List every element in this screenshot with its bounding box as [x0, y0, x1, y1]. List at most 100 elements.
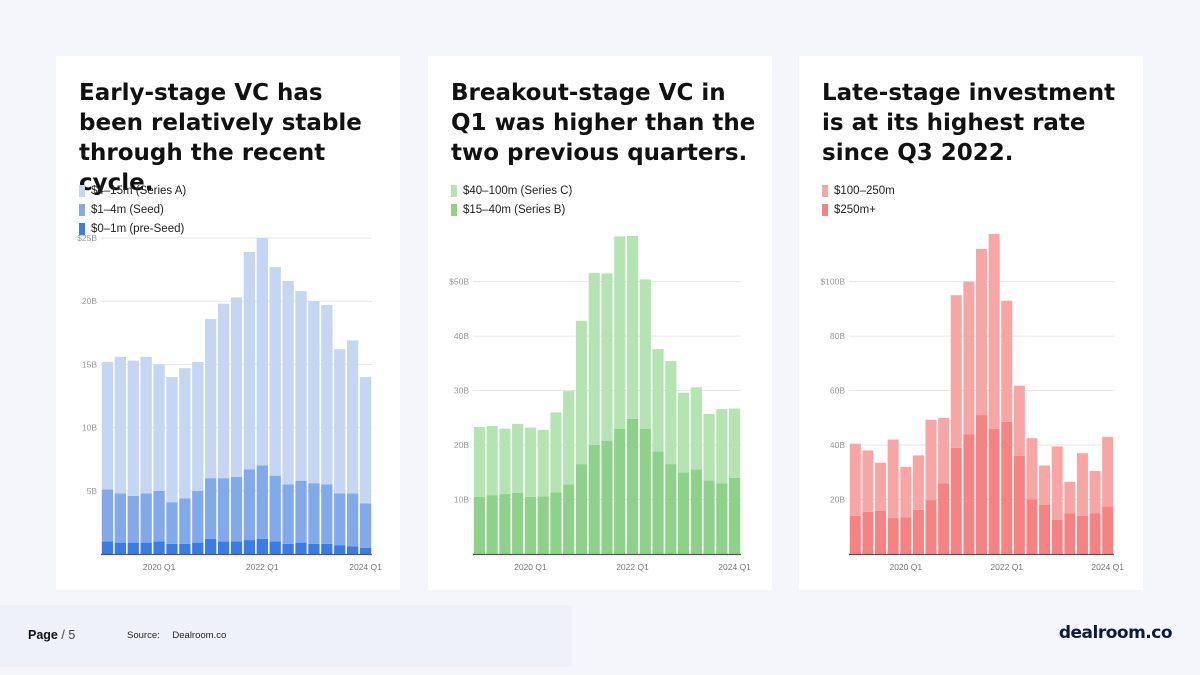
bar-segment [295, 480, 307, 543]
bar-segment [690, 469, 702, 554]
bar-segment [166, 377, 178, 503]
bar-segment [716, 409, 728, 484]
x-tick-label: 2020 Q1 [143, 562, 176, 572]
dealroom-logo: dealroom.co [1058, 623, 1173, 643]
bar-segment [359, 377, 372, 504]
bar-segment [950, 295, 962, 448]
legend-label: $1–4m (Seed) [91, 204, 164, 216]
bar-segment [963, 281, 975, 435]
legend-item: $40–100m (Series C) [451, 183, 572, 199]
bar-segment [575, 464, 588, 554]
y-tick-label: 40B [830, 440, 845, 450]
bar-segment [639, 279, 651, 429]
bar-segment [975, 248, 988, 416]
legend-label: $0–1m (pre-Seed) [91, 223, 185, 235]
bar-segment [359, 547, 372, 554]
legend-item: $15–40m (Series B) [451, 202, 572, 218]
y-tick-label: 60B [830, 386, 845, 396]
bar-segment [473, 427, 485, 497]
bar-segment [550, 412, 562, 493]
x-tick-label: 2020 Q1 [889, 562, 922, 572]
bar-segment [217, 303, 230, 479]
bar-segment [729, 477, 741, 554]
bar-segment [127, 360, 139, 496]
chart-panel-breakout-stage: Breakout-stage VC in Q1 was higher than … [428, 56, 772, 590]
bar-segment [256, 465, 268, 539]
chart-panel-early-stage: Early-stage VC has been relatively stabl… [56, 56, 400, 590]
bar-segment [862, 450, 874, 512]
bar-segment [1039, 465, 1051, 505]
bar-segment [1051, 446, 1063, 520]
bar-segment [938, 483, 950, 554]
bar-segment [1089, 513, 1101, 554]
bar-segment [256, 238, 268, 466]
legend-swatch [79, 204, 85, 216]
bar-segment [486, 425, 498, 496]
bar-segment [512, 492, 524, 554]
bar-segment [563, 391, 575, 485]
bar-segment [179, 368, 191, 499]
bar-segment [127, 495, 139, 543]
bar-segment [114, 493, 127, 543]
bar-segment [1076, 453, 1088, 516]
bar-segment [912, 509, 924, 554]
legend-swatch [451, 204, 457, 216]
footer-background [0, 605, 572, 667]
legend-swatch [822, 204, 828, 216]
legend-label: $4–15m (Series A) [91, 185, 187, 197]
bar-segment [282, 543, 294, 554]
legend-item: $0–1m (pre-Seed) [79, 221, 186, 237]
bar-segment [334, 545, 346, 554]
bar-segment [1051, 519, 1063, 554]
bar-segment [988, 428, 1000, 554]
bar-segment [912, 455, 924, 510]
bar-segment [1001, 421, 1013, 554]
bar-segment [626, 235, 639, 419]
bar-segment [1089, 470, 1101, 514]
y-tick-label: 80B [830, 331, 845, 341]
bar-segment [1013, 455, 1025, 554]
bar-segment [887, 439, 899, 519]
bar-segment [334, 493, 346, 546]
y-tick-label: 40B [454, 331, 469, 341]
legend-item: $1–4m (Seed) [79, 202, 186, 218]
footer: Page / 5 Source: Dealroom.co dealroom.co [0, 605, 1200, 675]
bar-segment [925, 419, 937, 501]
bar-segment [179, 543, 191, 554]
bar-segment [575, 320, 588, 465]
bar-segment [588, 445, 600, 554]
bar-segment [1013, 385, 1025, 456]
bar-segment [729, 408, 741, 478]
bar-segment [900, 466, 912, 518]
bar-segment [1064, 481, 1076, 514]
bar-segment [127, 542, 139, 554]
bar-segment [114, 542, 127, 554]
source-note: Source: Dealroom.co [127, 630, 236, 641]
bar-segment [665, 361, 677, 465]
bar-segment [230, 541, 243, 554]
bar-segment [524, 427, 537, 497]
bar-segment [308, 483, 320, 544]
bar-segment [938, 417, 950, 484]
bar-segment [1039, 504, 1051, 554]
bar-segment [703, 413, 715, 481]
source-label: Source: [127, 630, 160, 641]
bar-segment [875, 510, 887, 554]
y-tick-label: 5B [87, 486, 98, 496]
bar-segment [849, 443, 861, 516]
bar-segment [321, 543, 333, 554]
bar-segment [601, 273, 613, 441]
bar-segment [1102, 506, 1114, 554]
bar-segment [588, 272, 600, 446]
bar-segment [308, 301, 320, 484]
bar-segment [665, 464, 677, 554]
bar-segment [166, 502, 178, 544]
bar-segment [652, 451, 664, 554]
legend-swatch [451, 185, 457, 197]
chart-panel-late-stage: Late-stage investment is at its highest … [799, 56, 1143, 590]
bar-segment [321, 484, 333, 544]
legend-item: $100–250m [822, 183, 895, 199]
y-tick-label: 20B [82, 296, 97, 306]
bar-segment [346, 493, 359, 547]
bar-segment [1026, 499, 1038, 554]
